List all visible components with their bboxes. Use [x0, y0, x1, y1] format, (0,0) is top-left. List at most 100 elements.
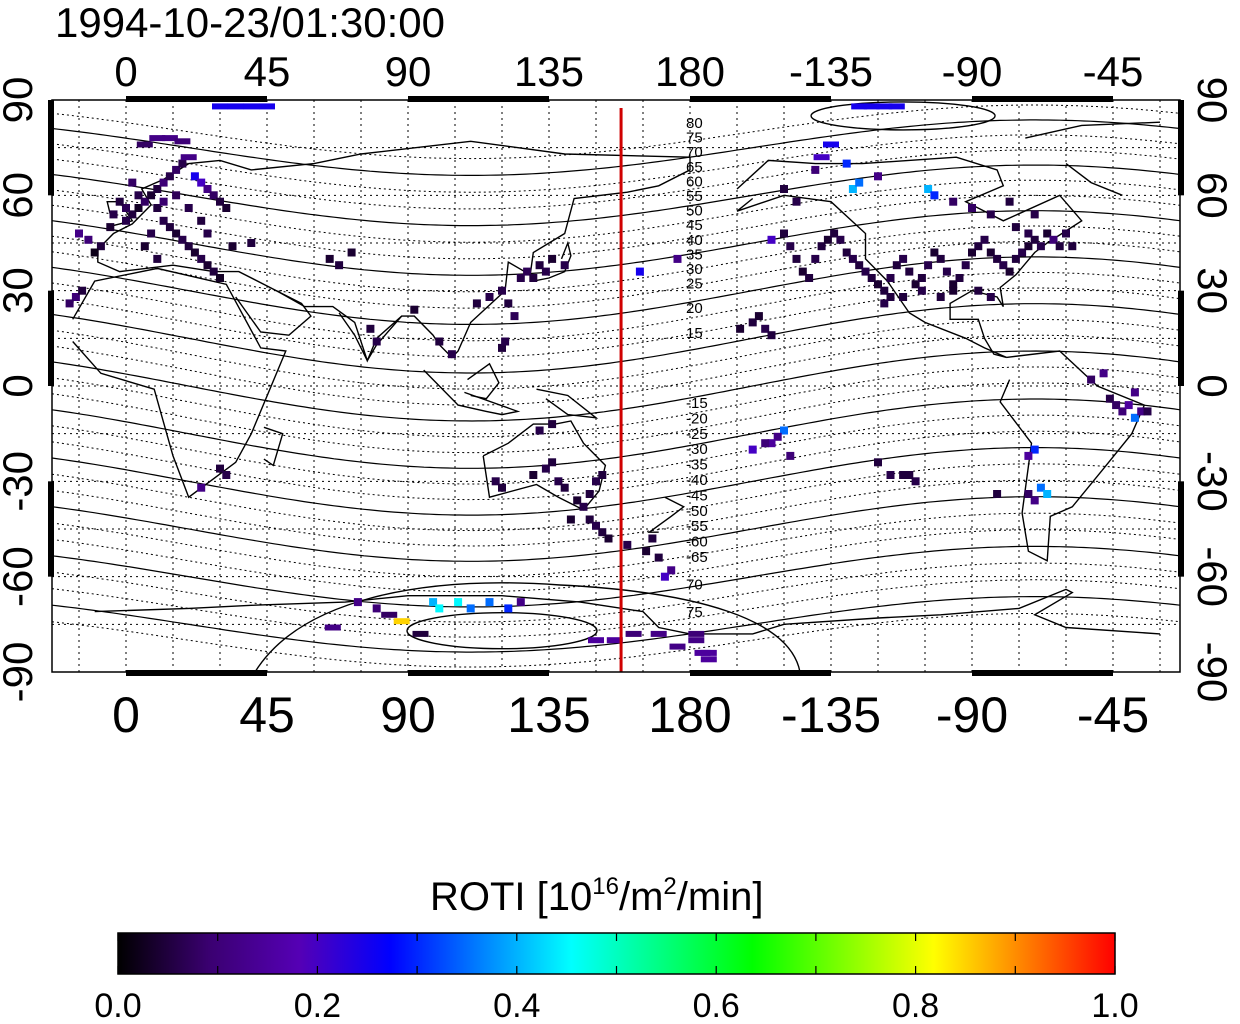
- roti-cell: [1130, 413, 1139, 422]
- roti-cell: [949, 286, 958, 295]
- roti-cell: [780, 229, 788, 238]
- roti-cell: [625, 630, 642, 637]
- roti-cell: [454, 598, 463, 607]
- roti-cell: [324, 624, 341, 631]
- roti-cell: [372, 604, 381, 613]
- roti-cell: [172, 165, 181, 174]
- right-lat-tick: -30: [1189, 451, 1236, 512]
- roti-cell: [197, 178, 206, 187]
- roti-cell: [930, 248, 939, 257]
- roti-cell: [498, 483, 506, 492]
- roti-cell: [1036, 242, 1045, 251]
- roti-cell: [134, 204, 143, 212]
- left-lat-tick: 90: [0, 77, 41, 124]
- roti-cell: [968, 204, 976, 212]
- contour-label: -40: [686, 472, 708, 489]
- contour-line: [52, 134, 1180, 193]
- roti-cell: [811, 165, 820, 174]
- roti-cell: [700, 656, 717, 663]
- contour-line: [52, 596, 1180, 653]
- roti-cell: [899, 471, 908, 479]
- roti-cell: [888, 103, 905, 110]
- roti-cell: [1024, 490, 1033, 498]
- south-pole-contour-outer: [254, 582, 801, 672]
- roti-cell: [560, 483, 569, 492]
- right-lat-tick: 30: [1189, 267, 1236, 314]
- roti-cell: [642, 547, 651, 556]
- contour-line: [52, 240, 1180, 309]
- north-pole-contour-inner: [810, 101, 996, 131]
- roti-cell: [353, 598, 362, 607]
- contour-line: [52, 447, 1180, 516]
- contour-line: [52, 612, 1180, 668]
- roti-cell: [247, 239, 256, 247]
- roti-cell: [773, 432, 782, 441]
- roti-cell: [147, 229, 156, 238]
- roti-cell: [936, 293, 945, 301]
- roti-cell: [372, 337, 381, 346]
- left-lat-tick: -60: [0, 546, 41, 607]
- roti-cell: [924, 261, 933, 270]
- colorbar-tick-label: 0.8: [892, 987, 939, 1024]
- colorbar-ticks: [117, 933, 1116, 974]
- left-lat-tick: 30: [0, 267, 41, 314]
- roti-cell: [748, 445, 757, 454]
- roti-cell: [851, 103, 868, 110]
- top-scale-bar: [408, 96, 549, 102]
- roti-cell: [598, 528, 607, 537]
- bottom-lon-tick: 0: [112, 687, 140, 743]
- roti-cell: [980, 235, 989, 244]
- roti-cell: [761, 439, 770, 448]
- coastline-segment: [647, 496, 686, 533]
- coastline-segment: [235, 290, 312, 336]
- roti-cell: [911, 280, 920, 289]
- colorbar-tick-label: 1.0: [1091, 987, 1138, 1024]
- roti-cell: [393, 618, 410, 625]
- roti-cell: [78, 286, 87, 295]
- contour-line: [52, 287, 1180, 358]
- contour-label: 70: [686, 144, 703, 161]
- roti-cell: [203, 261, 212, 270]
- contour-line: [52, 225, 1180, 293]
- contour-line: [52, 179, 1180, 243]
- contour-label: 80: [686, 115, 703, 132]
- contour-label: 20: [686, 300, 703, 317]
- roti-cell: [90, 248, 99, 257]
- roti-cell: [75, 229, 83, 238]
- contour-line: [52, 271, 1180, 342]
- roti-cell: [1030, 496, 1039, 505]
- right-lat-tick: 0: [1189, 374, 1236, 397]
- roti-cell: [541, 267, 550, 276]
- roti-cell: [1062, 229, 1070, 238]
- roti-cell: [203, 185, 212, 193]
- contour-labels: 8075706560555045403530252015-15-20-25-30…: [686, 115, 708, 621]
- coastlines: [72, 121, 1161, 635]
- contour-line: [52, 463, 1180, 532]
- roti-cell: [197, 216, 206, 225]
- left-scale-bar: [48, 100, 54, 196]
- contour-label: 25: [686, 276, 703, 293]
- roti-cell: [604, 534, 613, 543]
- roti-cell: [491, 477, 500, 486]
- roti-cell: [861, 267, 870, 276]
- bottom-lon-tick: -45: [1077, 687, 1149, 743]
- contour-label: -30: [686, 441, 708, 458]
- roti-cell: [566, 515, 575, 524]
- south-pole-contour-inner: [406, 611, 598, 650]
- bottom-scale-bar: [126, 670, 267, 676]
- roti-cell: [986, 210, 995, 219]
- roti-cell: [366, 324, 375, 333]
- roti-cell: [1030, 235, 1039, 244]
- roti-cell: [228, 242, 237, 251]
- bottom-longitude-ticks: 0 45 90 135 180 -135 -90 -45: [112, 687, 1149, 743]
- left-lat-tick: 0: [0, 374, 41, 397]
- roti-cells: [65, 103, 1152, 663]
- roti-cell: [548, 458, 557, 467]
- roti-cell: [209, 191, 218, 200]
- roti-cell: [767, 439, 776, 448]
- coastline-segment: [736, 156, 1083, 359]
- roti-cell: [592, 521, 600, 530]
- top-lon-tick: 180: [655, 48, 725, 95]
- roti-cell: [874, 280, 882, 289]
- roti-cell: [1118, 407, 1127, 416]
